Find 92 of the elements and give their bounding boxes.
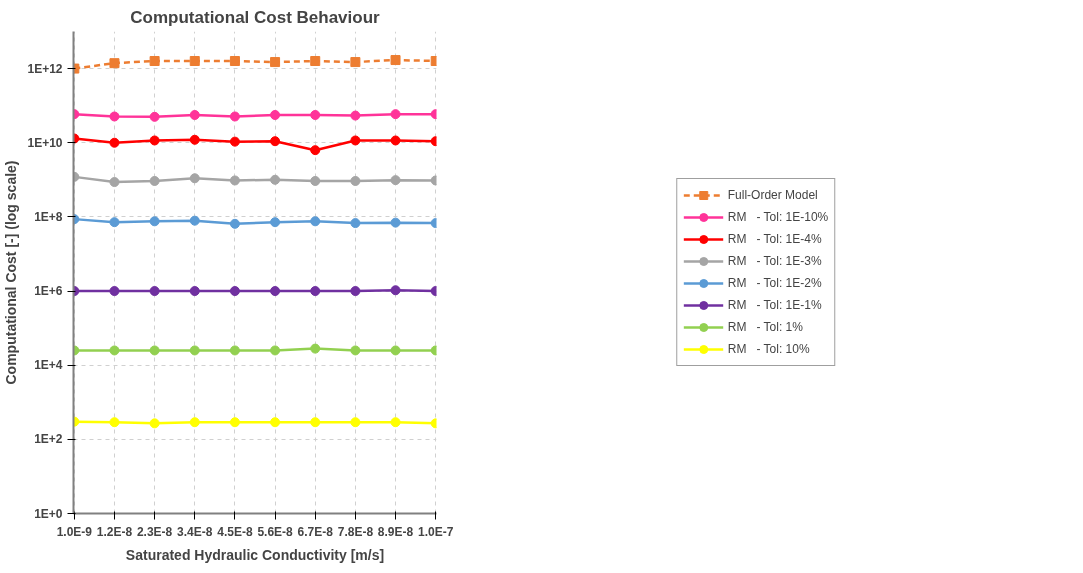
- x-tick-label: 4.5E-8: [217, 524, 253, 539]
- point: [350, 218, 361, 229]
- point: [149, 135, 160, 146]
- point: [189, 215, 200, 226]
- point: [149, 111, 160, 122]
- point: [310, 417, 321, 428]
- point: [270, 417, 281, 428]
- point: [390, 55, 401, 66]
- point: [390, 417, 401, 428]
- point: [310, 216, 321, 227]
- point: [189, 56, 200, 67]
- point: [189, 345, 200, 356]
- point: [270, 110, 281, 120]
- x-tick-label: 2.3E-8: [136, 524, 173, 539]
- point: [390, 175, 401, 186]
- point: [270, 136, 281, 147]
- y-tick-label: 1E+2: [34, 432, 63, 447]
- point: [149, 345, 160, 356]
- point: [390, 109, 401, 120]
- point: [310, 56, 321, 67]
- point: [109, 111, 120, 122]
- point: [149, 175, 160, 186]
- point: [229, 56, 240, 67]
- point: [310, 110, 321, 120]
- point: [390, 285, 401, 296]
- legend-label: RM - Tol: 1E-10%: [727, 210, 829, 224]
- point: [229, 218, 240, 229]
- point: [310, 175, 321, 186]
- x-tick-label: 8.9E-8: [377, 524, 414, 539]
- point: [189, 286, 200, 297]
- point: [270, 345, 281, 356]
- point: [229, 175, 240, 186]
- legend-label: RM - Tol: 1E-4%: [727, 232, 822, 246]
- point: [350, 345, 361, 356]
- legend-label: RM - Tol: 1E-3%: [727, 254, 822, 268]
- x-axis-title: Saturated Hydraulic Conductivity [m/s]: [125, 546, 385, 563]
- point: [229, 417, 240, 428]
- y-tick-label: 1E+10: [27, 135, 63, 150]
- point: [350, 175, 361, 186]
- point: [109, 58, 120, 69]
- point: [310, 343, 321, 354]
- x-tick-label: 1.2E-8: [96, 524, 133, 539]
- point: [350, 417, 361, 428]
- chart-title: Computational Cost Behaviour: [130, 7, 381, 27]
- point: [229, 111, 240, 122]
- point: [109, 417, 120, 428]
- legend-label: RM - Tol: 1%: [727, 320, 803, 334]
- x-tick-label: 1.0E-7: [418, 524, 454, 539]
- point: [390, 135, 401, 146]
- legend-label: RM - Tol: 10%: [727, 342, 810, 356]
- point: [109, 217, 120, 228]
- point: [189, 173, 200, 184]
- x-tick-label: 1.0E-9: [56, 524, 93, 539]
- point: [350, 110, 361, 121]
- point: [350, 286, 361, 297]
- legend-label: RM - Tol: 1E-2%: [727, 276, 822, 290]
- point: [229, 136, 240, 147]
- point: [350, 135, 361, 146]
- x-tick-label: 3.4E-8: [177, 524, 213, 539]
- point: [310, 286, 321, 297]
- legend-label: Full-Order Model: [727, 188, 818, 202]
- point: [149, 56, 160, 67]
- point: [270, 217, 281, 228]
- point: [310, 145, 321, 156]
- point: [229, 286, 240, 297]
- y-tick-label: 1E+0: [34, 506, 63, 521]
- point: [189, 134, 200, 145]
- x-tick-label: 6.7E-8: [297, 524, 334, 539]
- point: [189, 110, 200, 120]
- x-tick-label: 7.8E-8: [337, 524, 374, 539]
- x-tick-label: 5.6E-8: [257, 524, 294, 539]
- point: [390, 217, 401, 228]
- point: [149, 418, 160, 429]
- y-tick-label: 1E+12: [27, 61, 63, 76]
- point: [109, 286, 120, 297]
- point: [350, 57, 361, 68]
- point: [109, 345, 120, 356]
- point: [390, 345, 401, 356]
- point: [189, 417, 200, 428]
- point: [270, 174, 281, 185]
- point: [149, 286, 160, 297]
- point: [109, 137, 120, 148]
- y-axis-title: Computational Cost [-] (log scale): [3, 160, 20, 385]
- y-tick-label: 1E+8: [34, 209, 63, 224]
- y-tick-label: 1E+4: [34, 358, 63, 373]
- point: [270, 286, 281, 297]
- point: [270, 57, 281, 68]
- point: [229, 345, 240, 356]
- y-tick-label: 1E+6: [34, 284, 63, 299]
- legend-label: RM - Tol: 1E-1%: [727, 298, 822, 312]
- point: [149, 216, 160, 227]
- point: [109, 177, 120, 188]
